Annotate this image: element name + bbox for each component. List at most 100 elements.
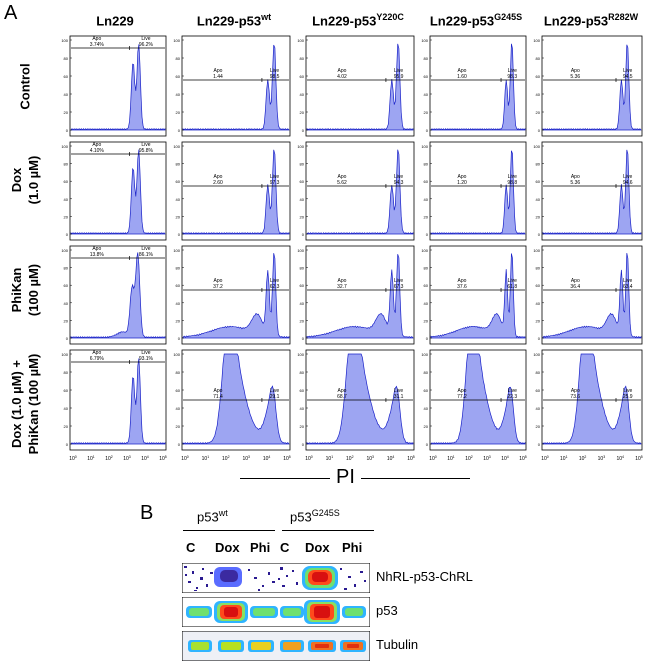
- column-title-p53-r282w: Ln229-p53R282W: [543, 12, 639, 29]
- x-tick-label: 100: [429, 455, 437, 462]
- y-tick-label: 20: [176, 214, 181, 219]
- x-tick-label: 101: [447, 455, 455, 462]
- group-rule-g245s: [282, 530, 374, 531]
- y-tick-label: 0: [66, 336, 69, 341]
- y-tick-label: 40: [64, 197, 69, 202]
- gate-label-apo: Apo: [338, 174, 347, 180]
- gate-value-live: 63.4: [623, 284, 633, 290]
- histogram-trace: [182, 353, 290, 445]
- y-tick-label: 0: [178, 442, 181, 447]
- gate-value-apo: 5.62: [337, 180, 347, 186]
- x-tick-label: 104: [387, 455, 395, 462]
- gate-value-live: 98.8: [507, 180, 517, 186]
- x-tick-label: 105: [159, 455, 167, 462]
- gate-value-live: 31.1: [394, 394, 404, 400]
- lane-label-dox-2: Dox: [305, 540, 330, 555]
- y-tick-label: 100: [533, 352, 540, 357]
- histogram-trace: [306, 149, 414, 235]
- histogram-trace: [430, 253, 526, 339]
- y-tick-label: 40: [64, 301, 69, 306]
- group-title-wt: p53wt: [197, 508, 228, 525]
- gate-label-live: Live: [623, 278, 632, 284]
- y-tick-label: 0: [426, 128, 429, 133]
- x-tick-label: 105: [407, 455, 415, 462]
- y-tick-label: 40: [64, 92, 69, 97]
- gate-value-apo: 1.20: [457, 180, 467, 186]
- y-tick-label: 20: [176, 424, 181, 429]
- x-tick-label: 101: [202, 455, 210, 462]
- gate-label-apo: Apo: [458, 174, 467, 180]
- gate-value-apo: 4.10%: [90, 148, 105, 154]
- blot-nhrl-p53-chrl: [182, 563, 370, 593]
- y-tick-label: 40: [424, 301, 429, 306]
- y-tick-label: 80: [536, 56, 541, 61]
- gate-value-live: 25.9: [623, 394, 633, 400]
- y-tick-label: 0: [178, 336, 181, 341]
- x-tick-label: 105: [519, 455, 527, 462]
- gate-value-live: 98.3: [507, 74, 517, 80]
- y-tick-label: 100: [421, 248, 428, 253]
- gate-label-live: Live: [270, 278, 279, 284]
- gate-label-live: Live: [623, 388, 632, 394]
- histogram-trace: [430, 43, 526, 131]
- y-tick-label: 40: [300, 406, 305, 411]
- plot-frame: [69, 35, 167, 137]
- y-tick-label: 40: [64, 406, 69, 411]
- lane-label-phi-1: Phi: [250, 540, 271, 555]
- gate-value-live: 29.1: [270, 394, 280, 400]
- gate-value-live: 93.1%: [139, 356, 154, 362]
- histogram-trace: [542, 353, 642, 445]
- y-tick-label: 80: [300, 266, 305, 271]
- gate-label-apo: Apo: [338, 68, 347, 74]
- x-tick-label: 103: [483, 455, 491, 462]
- gate-label-apo: Apo: [92, 36, 101, 42]
- gate-value-apo: 36.4: [570, 284, 580, 290]
- y-tick-label: 60: [424, 179, 429, 184]
- y-tick-label: 20: [424, 424, 429, 429]
- y-tick-label: 0: [426, 442, 429, 447]
- histogram-trace: [70, 252, 166, 339]
- y-tick-label: 100: [297, 352, 304, 357]
- histogram-trace: [306, 353, 414, 445]
- y-tick-label: 0: [178, 232, 181, 237]
- gate-value-apo: 37.6: [457, 284, 467, 290]
- y-tick-label: 20: [536, 424, 541, 429]
- gate-label-apo: Apo: [338, 388, 347, 394]
- histogram-trace: [70, 44, 166, 131]
- gate-label-live: Live: [394, 174, 403, 180]
- group-rule-wt: [183, 530, 275, 531]
- gate-label-live: Live: [141, 350, 150, 356]
- y-tick-label: 100: [61, 144, 68, 149]
- y-tick-label: 60: [64, 388, 69, 393]
- gate-value-apo: 13.8%: [90, 252, 105, 258]
- column-title-p53-y220c: Ln229-p53Y220C: [312, 12, 404, 29]
- histogram-trace: [430, 150, 526, 235]
- y-tick-label: 20: [64, 214, 69, 219]
- gate-value-apo: 4.02: [337, 74, 347, 80]
- histogram-trace: [430, 353, 526, 445]
- gate-value-live: 98.5: [270, 74, 280, 80]
- y-tick-label: 40: [176, 92, 181, 97]
- y-tick-label: 80: [176, 56, 181, 61]
- y-tick-label: 0: [302, 232, 305, 237]
- lane-label-c-2: C: [280, 540, 290, 555]
- x-tick-label: 105: [283, 455, 291, 462]
- y-tick-label: 60: [64, 283, 69, 288]
- histogram-trace: [542, 149, 642, 235]
- y-tick-label: 20: [300, 318, 305, 323]
- y-tick-label: 40: [300, 301, 305, 306]
- y-tick-label: 0: [426, 232, 429, 237]
- y-tick-label: 0: [302, 336, 305, 341]
- y-tick-label: 40: [176, 406, 181, 411]
- y-tick-label: 40: [300, 197, 305, 202]
